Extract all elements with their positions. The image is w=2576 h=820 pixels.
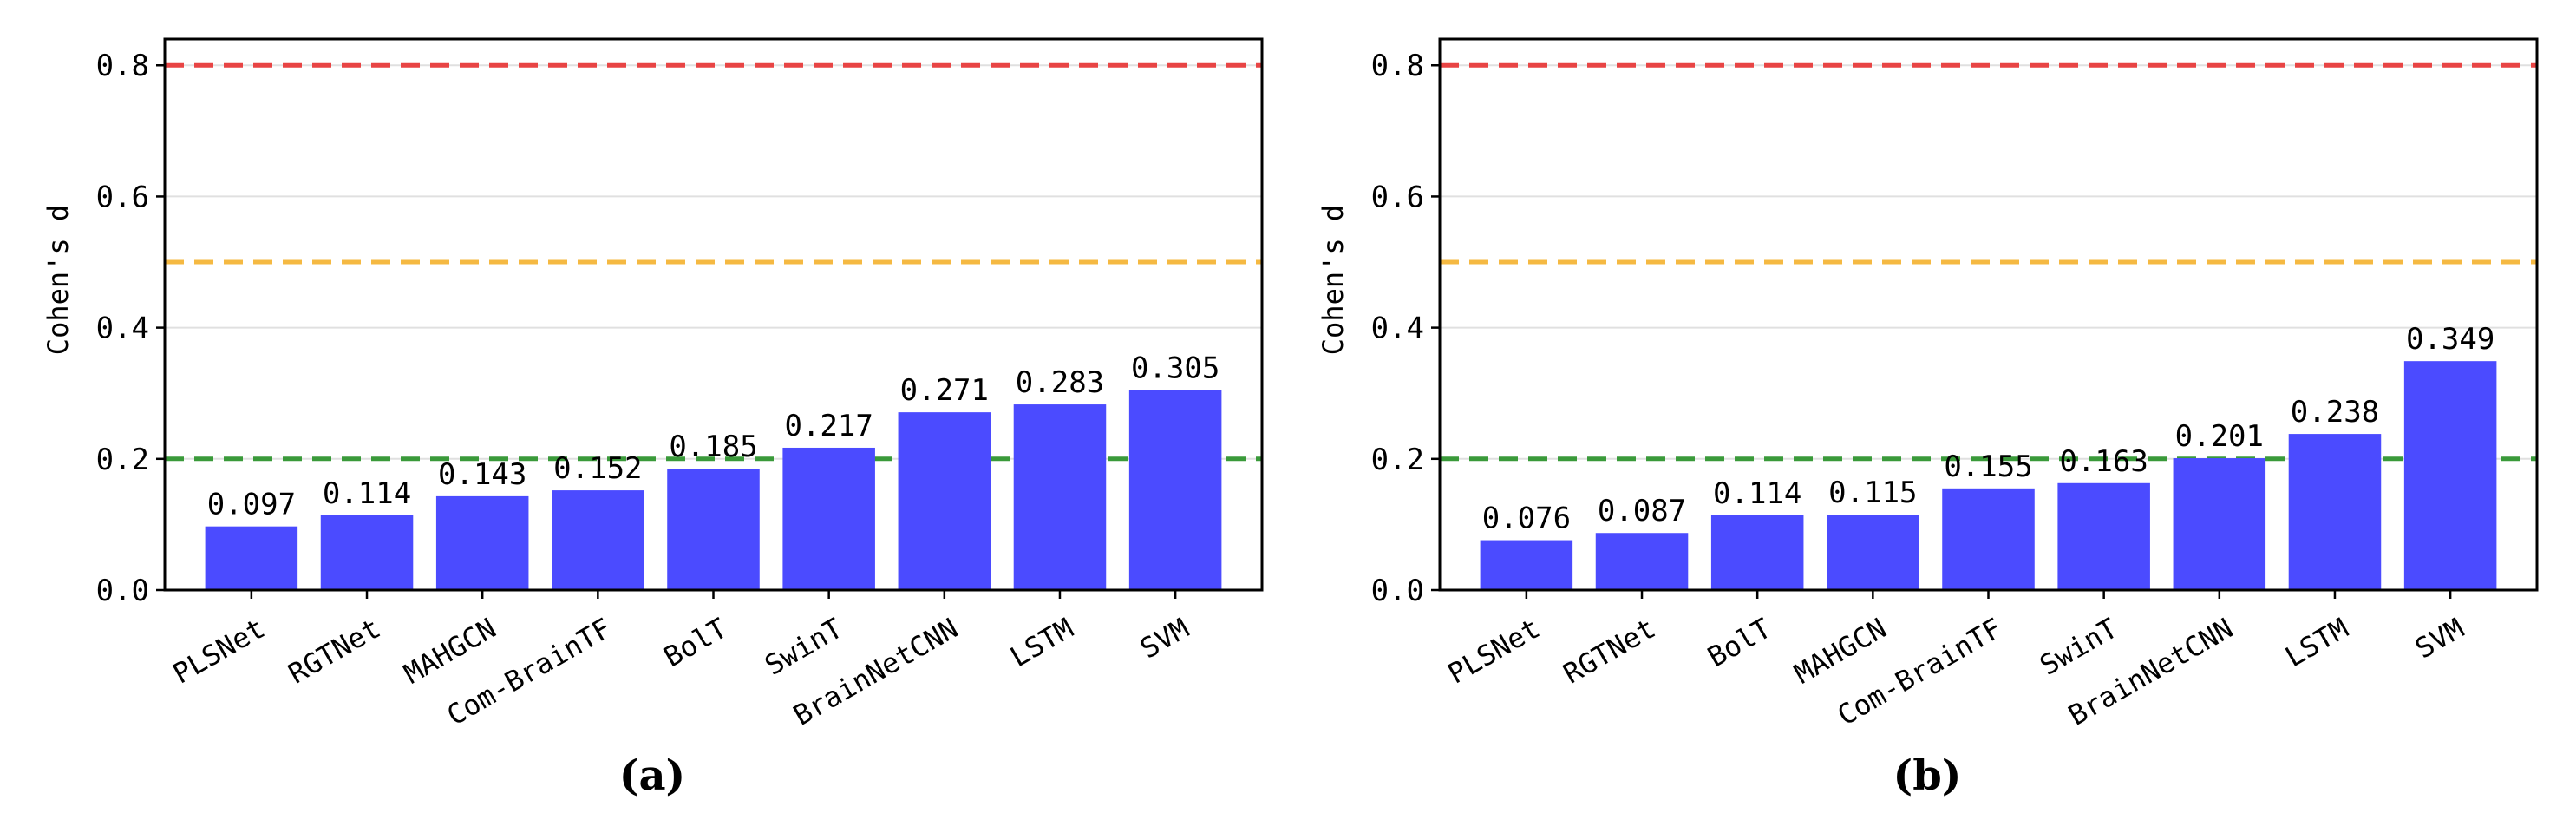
- x-tick-label: LSTM: [1004, 612, 1079, 673]
- data-label: 0.305: [1131, 351, 1219, 385]
- axes-frame: [163, 37, 1264, 592]
- x-tick-label: BolT: [658, 612, 733, 673]
- data-label: 0.201: [2175, 419, 2264, 454]
- data-label: 0.097: [207, 488, 296, 522]
- data-label: 0.163: [2059, 444, 2148, 479]
- x-tick-label: SwinT: [2034, 612, 2122, 682]
- chart-panel-b: 0.076PLSNet0.087RGTNet0.114BolT0.115MAHG…: [1317, 37, 2539, 800]
- x-tick-label: PLSNet: [1442, 612, 1546, 691]
- y-tick-label: 0.2: [1371, 443, 1424, 477]
- bar: [2173, 458, 2266, 590]
- x-tick-label: PLSNet: [167, 612, 271, 691]
- data-label: 0.155: [1944, 449, 2032, 484]
- x-tick-label: RGTNet: [1558, 612, 1661, 691]
- data-label: 0.217: [784, 409, 873, 443]
- x-tick-label: SVM: [2409, 612, 2469, 666]
- bar: [320, 515, 414, 590]
- x-tick-label: LSTM: [2279, 612, 2354, 673]
- y-tick-label: 0.6: [1371, 180, 1424, 214]
- bar: [2288, 434, 2382, 590]
- y-tick-label: 0.2: [96, 443, 149, 477]
- y-tick-label: 0.0: [96, 574, 149, 608]
- y-tick-label: 0.0: [1371, 574, 1424, 608]
- data-label: 0.114: [1713, 476, 1801, 511]
- y-axis-label: Cohen's d: [1317, 205, 1350, 355]
- data-label: 0.349: [2406, 322, 2494, 357]
- data-label: 0.115: [1828, 476, 1917, 510]
- bar: [1827, 515, 1919, 590]
- bar: [2057, 482, 2150, 590]
- axes-frame: [1438, 37, 2539, 592]
- x-tick-label: SwinT: [759, 612, 847, 682]
- bar: [782, 447, 875, 590]
- data-label: 0.143: [438, 457, 526, 492]
- chart-panel-a: 0.097PLSNet0.114RGTNet0.143MAHGCN0.152Co…: [42, 37, 1264, 800]
- bar: [1480, 540, 1573, 590]
- bar: [1595, 533, 1689, 590]
- bar: [1710, 515, 1804, 590]
- data-label: 0.076: [1482, 502, 1571, 536]
- bar: [552, 490, 644, 590]
- y-tick-label: 0.4: [96, 312, 149, 346]
- data-label: 0.238: [2291, 395, 2379, 430]
- y-axis-label: Cohen's d: [42, 205, 75, 355]
- data-label: 0.114: [323, 476, 411, 511]
- data-label: 0.152: [553, 451, 642, 486]
- y-tick-label: 0.8: [96, 49, 149, 83]
- data-label: 0.185: [669, 430, 757, 464]
- data-label: 0.087: [1598, 494, 1686, 528]
- x-tick-label: BolT: [1702, 612, 1776, 673]
- y-tick-label: 0.6: [96, 180, 149, 214]
- bar: [898, 412, 991, 590]
- data-label: 0.283: [1016, 365, 1104, 400]
- x-tick-label: SVM: [1134, 612, 1194, 666]
- bar: [435, 495, 529, 590]
- panel-label: (a): [619, 751, 686, 800]
- bar: [205, 526, 298, 590]
- y-tick-label: 0.4: [1371, 312, 1424, 346]
- bar: [667, 469, 760, 590]
- y-tick-label: 0.8: [1371, 49, 1424, 83]
- bar: [1942, 488, 2035, 590]
- data-label: 0.271: [900, 373, 989, 408]
- bar: [2403, 361, 2497, 590]
- panel-label: (b): [1893, 751, 1962, 800]
- bar: [1128, 390, 1222, 590]
- x-tick-label: RGTNet: [283, 612, 386, 691]
- bar: [1013, 404, 1107, 590]
